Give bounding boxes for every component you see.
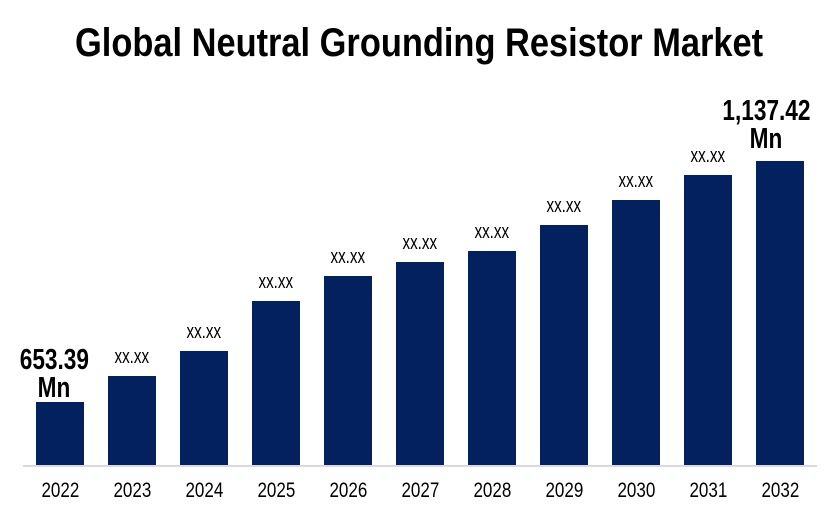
x-axis-label: 2023: [113, 479, 151, 502]
bar-2023: [108, 376, 156, 465]
bar-value-label: xx.xx: [690, 145, 726, 167]
x-axis-label: 2030: [617, 479, 655, 502]
plot-area: 653.39 Mn xx.xx xx.xx xx.xx xx.xx xx.xx xx.xx xx…: [19, 65, 816, 465]
chart-title-text: Global Neutral Grounding Resistor Market: [75, 21, 764, 65]
x-axis-label: 2031: [689, 479, 727, 502]
x-axis-line: [23, 465, 817, 467]
bar-2028: [468, 251, 516, 465]
bar-2025: [252, 301, 300, 465]
bar-2031: [684, 175, 732, 465]
bar-value-label: xx.xx: [330, 246, 366, 268]
bar-2030: [612, 200, 660, 465]
bar-slot: xx.xx: [168, 65, 240, 465]
bar-slot: xx.xx: [672, 65, 744, 465]
x-axis-label: 2028: [473, 479, 511, 502]
bar-value-label: xx.xx: [618, 170, 654, 192]
x-axis-labels: 2022 2023 2024 2025 2026 2027 2028 2029 2030 2031…: [24, 479, 816, 502]
bar-slot: 1,137.42 Mn: [722, 65, 816, 465]
bar-slot: xx.xx: [456, 65, 528, 465]
x-axis-label: 2032: [761, 479, 799, 502]
bar-slot: xx.xx: [384, 65, 456, 465]
bar-value-label: xx.xx: [114, 346, 150, 368]
bar-value-label: xx.xx: [474, 221, 510, 243]
bar-value-label-emphasized: 653.39 Mn: [19, 344, 89, 404]
bar-slot: 653.39 Mn: [19, 65, 96, 465]
x-axis-label: 2022: [41, 479, 79, 502]
bar-slot: xx.xx: [96, 65, 168, 465]
bar-value-label: xx.xx: [186, 321, 222, 343]
x-axis-label: 2029: [545, 479, 583, 502]
bar-value-label: xx.xx: [402, 232, 438, 254]
bar-value-label: xx.xx: [258, 271, 294, 293]
bar-slot: xx.xx: [528, 65, 600, 465]
bar-2026: [324, 276, 372, 465]
x-axis-label: 2027: [401, 479, 439, 502]
bar-2027: [396, 262, 444, 465]
bar-2029: [540, 225, 588, 465]
x-axis-label: 2025: [257, 479, 295, 502]
bar-2022: [36, 402, 84, 465]
bar-slot: xx.xx: [240, 65, 312, 465]
bar-slot: xx.xx: [312, 65, 384, 465]
bar-2024: [180, 351, 228, 465]
x-axis-label: 2026: [329, 479, 367, 502]
x-axis-label: 2024: [185, 479, 223, 502]
bar-2032: [756, 161, 804, 465]
bar-value-label: xx.xx: [546, 195, 582, 217]
bar-value-label-emphasized: 1,137.42 Mn: [721, 95, 811, 155]
bar-slot: xx.xx: [600, 65, 672, 465]
chart-title: Global Neutral Grounding Resistor Market: [0, 21, 839, 65]
